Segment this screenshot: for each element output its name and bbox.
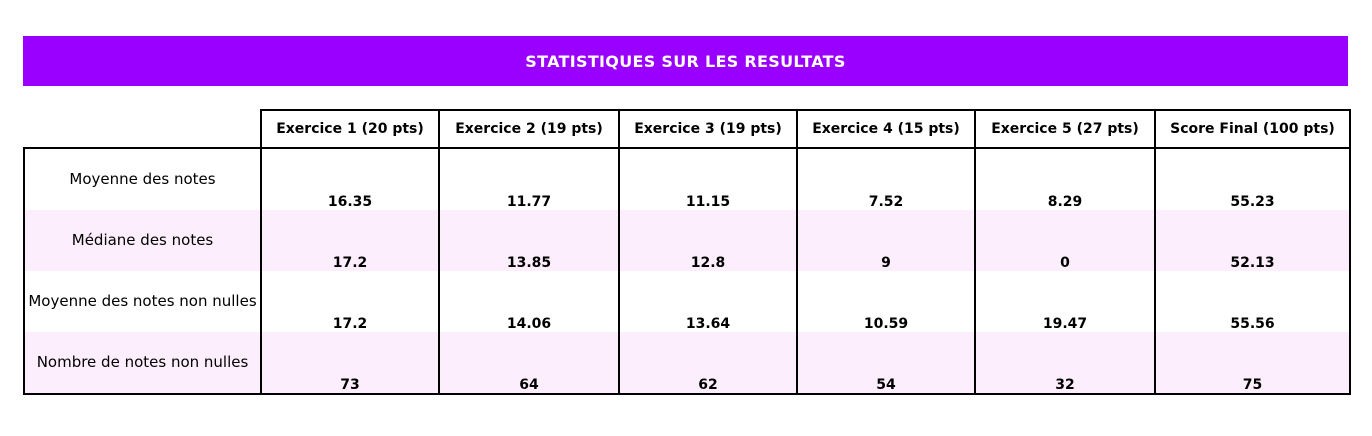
- row-label: Nombre de notes non nulles: [23, 332, 262, 395]
- value-cell: 17.2: [260, 271, 440, 332]
- value-cell: 7.52: [796, 148, 976, 210]
- value-cell: 75: [1154, 332, 1351, 395]
- column-header: Exercice 4 (15 pts): [796, 109, 976, 149]
- value-cell: 14.06: [438, 271, 620, 332]
- corner-cell: [24, 110, 261, 149]
- value-cell: 19.47: [974, 271, 1156, 332]
- value-cell: 52.13: [1154, 210, 1351, 271]
- stats-table: Exercice 1 (20 pts) Exercice 2 (19 pts) …: [23, 109, 1351, 395]
- row-label: Moyenne des notes non nulles: [23, 271, 262, 332]
- table-row: Nombre de notes non nulles 73 64 62 54 3…: [23, 332, 1351, 395]
- value-cell: 62: [618, 332, 798, 395]
- value-cell: 64: [438, 332, 620, 395]
- row-label: Moyenne des notes: [23, 148, 262, 210]
- value-cell: 16.35: [260, 148, 440, 210]
- table-row: Médiane des notes 17.2 13.85 12.8 9 0 52…: [23, 210, 1351, 271]
- banner-title: STATISTIQUES SUR LES RESULTATS: [525, 51, 846, 71]
- row-label: Médiane des notes: [23, 210, 262, 271]
- value-cell: 13.85: [438, 210, 620, 271]
- value-cell: 13.64: [618, 271, 798, 332]
- value-cell: 54: [796, 332, 976, 395]
- value-cell: 10.59: [796, 271, 976, 332]
- value-cell: 12.8: [618, 210, 798, 271]
- value-cell: 11.15: [618, 148, 798, 210]
- value-cell: 9: [796, 210, 976, 271]
- value-cell: 55.56: [1154, 271, 1351, 332]
- value-cell: 17.2: [260, 210, 440, 271]
- column-header: Exercice 3 (19 pts): [618, 109, 798, 149]
- value-cell: 73: [260, 332, 440, 395]
- table-row: Moyenne des notes non nulles 17.2 14.06 …: [23, 271, 1351, 332]
- column-header: Exercice 5 (27 pts): [974, 109, 1156, 149]
- column-header: Exercice 2 (19 pts): [438, 109, 620, 149]
- column-header: Score Final (100 pts): [1154, 109, 1351, 149]
- value-cell: 55.23: [1154, 148, 1351, 210]
- stats-banner: STATISTIQUES SUR LES RESULTATS: [23, 36, 1348, 86]
- column-header: Exercice 1 (20 pts): [260, 109, 440, 149]
- value-cell: 32: [974, 332, 1156, 395]
- value-cell: 0: [974, 210, 1156, 271]
- value-cell: 8.29: [974, 148, 1156, 210]
- header-row: Exercice 1 (20 pts) Exercice 2 (19 pts) …: [24, 109, 1351, 149]
- value-cell: 11.77: [438, 148, 620, 210]
- table-row: Moyenne des notes 16.35 11.77 11.15 7.52…: [23, 148, 1351, 210]
